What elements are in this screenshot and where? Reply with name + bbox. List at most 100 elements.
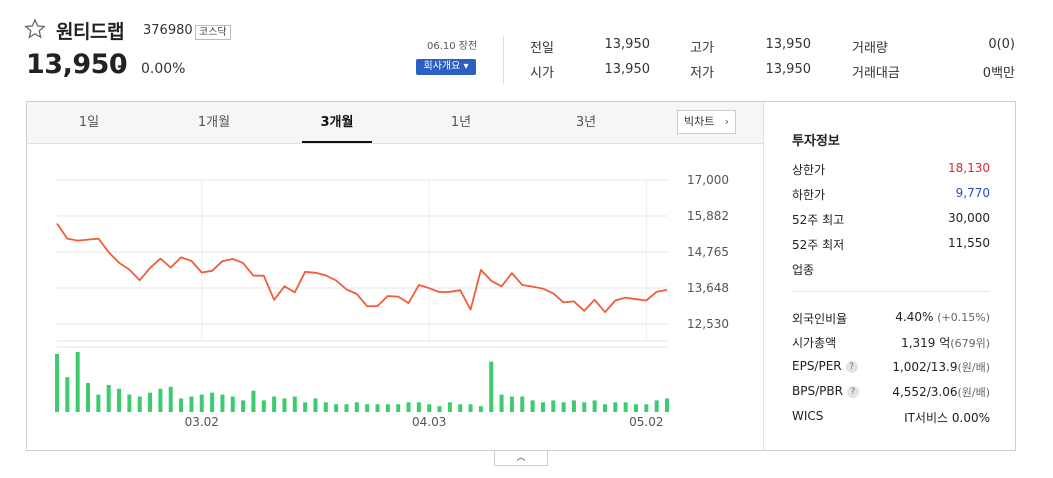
volume-bar	[292, 396, 297, 412]
tab-1y[interactable]: 1년	[450, 115, 472, 130]
volume-bar	[509, 396, 514, 412]
volume-bar	[365, 404, 370, 412]
prev-close-value: 13,950	[604, 37, 651, 52]
volume-bar	[272, 396, 277, 412]
volume-bar	[282, 398, 287, 412]
volume-bar	[416, 402, 421, 412]
volume-bar	[220, 394, 225, 412]
volume-bar	[65, 377, 70, 412]
market-cap-label: 시가총액	[792, 336, 837, 350]
tab-1m[interactable]: 1개월	[197, 115, 231, 130]
volume-bar	[55, 353, 59, 412]
price-chart[interactable]: 17,000 15,882 14,765 13,648 12,530 03.02 04.03…	[27, 144, 763, 450]
sector-label: 업종	[792, 263, 815, 277]
volume-bar	[313, 398, 318, 412]
volume-value: 0(0)	[988, 37, 1015, 52]
volume-bar	[406, 402, 411, 412]
eps-per-unit: (원/배)	[957, 361, 990, 374]
divider	[763, 102, 764, 450]
market-cap-main: 1,319 억	[901, 336, 951, 350]
volume-bar	[385, 404, 390, 412]
tab-3m[interactable]: 3개월	[302, 102, 372, 143]
x-tick-label: 05.02	[629, 415, 663, 429]
volume-bar	[86, 382, 91, 412]
lower-limit-row: 하한가 9,770	[792, 186, 990, 204]
change-percent: 0.00%	[141, 61, 186, 77]
foreign-ratio-row: 외국인비율 4.40% (+0.15%)	[792, 310, 990, 328]
eps-per-main: 1,002/13.9	[892, 360, 958, 374]
stock-header: 원티드랩 376980 코스닥 13,950 – 0.00% 06.10 장전 …	[0, 0, 1053, 100]
volume-bar	[551, 400, 556, 412]
tab-1d[interactable]: 1일	[78, 115, 100, 130]
volume-bar	[427, 404, 432, 412]
volume-bar	[323, 402, 328, 412]
stock-name: 원티드랩	[56, 21, 124, 43]
foreign-ratio-change: (+0.15%)	[937, 311, 990, 324]
w52-high-row: 52주 최고 30,000	[792, 211, 990, 229]
volume-bar	[582, 402, 587, 412]
invest-info-panel: 투자정보 상한가 18,130 하한가 9,770 52주 최고 30,000 …	[764, 102, 1015, 450]
collapse-button[interactable]: ︿	[494, 451, 548, 466]
volume-bar	[613, 402, 618, 412]
volume-bar	[665, 398, 669, 412]
eps-per-row: EPS/PER? 1,002/13.9(원/배)	[792, 359, 990, 377]
foreign-ratio-label: 외국인비율	[792, 312, 848, 326]
eps-per-value: 1,002/13.9(원/배)	[892, 359, 990, 375]
w52-high-label: 52주 최고	[792, 213, 845, 227]
volume-bar	[540, 402, 545, 412]
low-label: 저가	[690, 66, 714, 81]
market-badge: 코스닥	[195, 25, 231, 40]
wics-row: WICS IT서비스 0.00%	[792, 409, 990, 427]
price-line	[56, 222, 668, 314]
wics-value[interactable]: IT서비스 0.00%	[904, 411, 990, 425]
volume-label: 거래량	[852, 41, 888, 56]
prev-close-label: 전일	[530, 41, 554, 56]
bigchart-button[interactable]: 빅차트 ›	[677, 110, 736, 134]
volume-bar	[148, 392, 153, 412]
volume-bar	[199, 394, 204, 412]
high-value: 13,950	[765, 37, 812, 52]
y-tick-label: 15,882	[687, 209, 729, 223]
volume-bar	[592, 400, 597, 412]
volume-bar	[261, 400, 266, 412]
volume-bar	[75, 352, 80, 412]
company-overview-button[interactable]: 회사개요 ▾	[416, 59, 476, 75]
bps-pbr-label: BPS/PBR?	[792, 384, 859, 398]
help-icon[interactable]: ?	[846, 386, 859, 398]
volume-bar	[375, 404, 380, 412]
w52-low-row: 52주 최저 11,550	[792, 236, 990, 254]
volume-bar	[571, 400, 576, 412]
volume-bar	[468, 404, 473, 412]
volume-bar	[447, 402, 452, 412]
volume-bar	[251, 390, 256, 412]
volume-bar	[602, 404, 607, 412]
x-tick-label: 04.03	[412, 415, 446, 429]
eps-per-label-text: EPS/PER	[792, 359, 842, 373]
volume-bar	[210, 392, 215, 412]
tab-3y[interactable]: 3년	[575, 115, 597, 130]
volume-bar	[96, 394, 101, 412]
amount-value: 0백만	[982, 66, 1015, 81]
low-value: 13,950	[765, 62, 812, 77]
volume-bar	[168, 386, 173, 412]
volume-bar	[117, 388, 122, 412]
volume-bar	[137, 396, 142, 412]
volume-bar	[478, 406, 483, 412]
volume-bar	[499, 394, 504, 412]
amount-label: 거래대금	[852, 66, 900, 81]
volume-bar	[241, 400, 246, 412]
volume-bar	[158, 388, 163, 412]
bps-pbr-row: BPS/PBR? 4,552/3.06(원/배)	[792, 384, 990, 402]
volume-bar	[644, 404, 649, 412]
upper-limit-value: 18,130	[948, 161, 990, 175]
favorite-star-icon[interactable]	[24, 18, 46, 40]
w52-low-value: 11,550	[948, 236, 990, 250]
w52-low-label: 52주 최저	[792, 238, 845, 252]
x-tick-label: 03.02	[185, 415, 219, 429]
help-icon[interactable]: ?	[845, 361, 858, 373]
bps-pbr-value: 4,552/3.06(원/배)	[892, 384, 990, 400]
volume-bar	[344, 404, 349, 412]
volume-bar	[520, 396, 525, 412]
y-tick-label: 17,000	[687, 173, 729, 187]
y-tick-label: 14,765	[687, 245, 729, 259]
